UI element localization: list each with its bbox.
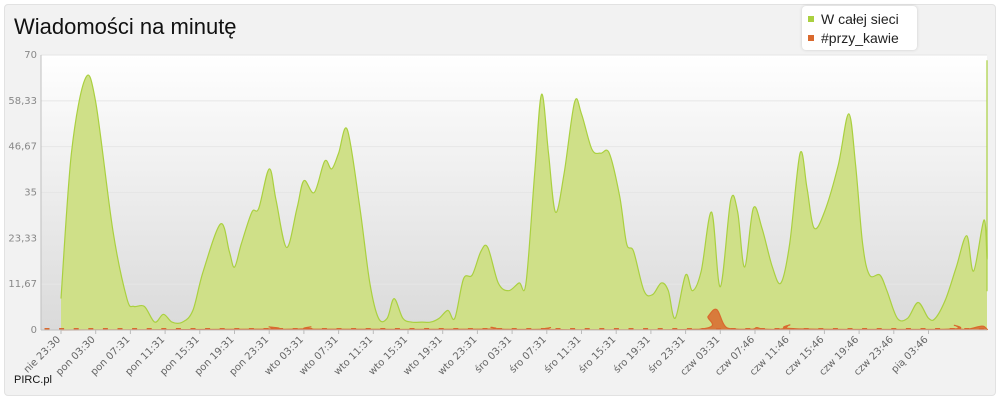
channel-point (44, 328, 50, 330)
channel-point (321, 328, 327, 330)
channel-point (336, 328, 342, 330)
channel-point (672, 328, 678, 330)
channel-point (409, 328, 415, 330)
chart-title: Wiadomości na minutę (14, 14, 237, 39)
channel-point (292, 328, 298, 330)
channel-point (497, 328, 503, 330)
channel-point (876, 328, 882, 330)
channel-point (205, 328, 211, 330)
channel-point (467, 328, 473, 330)
channel-point (613, 328, 619, 330)
channel-point (686, 328, 692, 330)
channel-point (161, 328, 167, 330)
channel-point (248, 328, 254, 330)
channel-point (453, 328, 459, 330)
channel-point (862, 328, 868, 330)
channel-point (219, 328, 225, 330)
channel-point (949, 328, 955, 330)
channel-point (424, 328, 430, 330)
channel-point (905, 328, 911, 330)
channel-point (584, 328, 590, 330)
channel-point (891, 328, 897, 330)
channel-point (964, 328, 970, 330)
channel-point (789, 328, 795, 330)
y-tick-label: 11,67 (8, 279, 37, 290)
channel-point (511, 328, 517, 330)
channel-point (730, 328, 736, 330)
channel-point (482, 328, 488, 330)
legend-item-network[interactable]: W całej sieci (808, 11, 899, 27)
channel-point (818, 328, 824, 330)
channel-point (132, 328, 138, 330)
channel-point (657, 328, 663, 330)
channel-point (803, 328, 809, 330)
channel-point (774, 328, 780, 330)
legend-swatch-network (808, 16, 814, 22)
channel-point (175, 328, 181, 330)
channel-point (307, 328, 313, 330)
channel-point (599, 328, 605, 330)
channel-point (234, 328, 240, 330)
channel-point (263, 328, 269, 330)
legend-label-network: W całej sieci (821, 11, 899, 27)
legend: W całej sieci #przy_kawie (802, 6, 917, 50)
channel-point (832, 328, 838, 330)
channel-point (978, 328, 984, 330)
channel-point (278, 328, 284, 330)
series-line-network (60, 60, 988, 324)
channel-point (570, 328, 576, 330)
channel-point (438, 328, 444, 330)
channel-point (146, 328, 152, 330)
channel-point (73, 328, 79, 330)
y-tick-label: 35 (24, 188, 37, 199)
channel-point (394, 328, 400, 330)
y-tick-label: 58,33 (8, 96, 37, 107)
channel-point (935, 328, 941, 330)
channel-point (365, 328, 371, 330)
channel-point (380, 328, 386, 330)
channel-point (701, 328, 707, 330)
site-credit[interactable]: PIRC.pl (14, 374, 52, 386)
channel-point (526, 328, 532, 330)
channel-point (847, 328, 853, 330)
channel-point (643, 328, 649, 330)
legend-label-channel: #przy_kawie (821, 30, 899, 46)
channel-point (745, 328, 751, 330)
channel-point (759, 328, 765, 330)
series-line-channel (60, 308, 988, 331)
series-area-network (61, 60, 988, 331)
channel-point (628, 328, 634, 330)
legend-item-channel[interactable]: #przy_kawie (808, 30, 899, 46)
channel-point (540, 328, 546, 330)
channel-point (117, 328, 123, 330)
channel-point (351, 328, 357, 330)
y-tick-label: 23,33 (8, 233, 37, 244)
channel-point (190, 328, 196, 330)
channel-point (716, 328, 722, 330)
x-tick-label: pią 03:46 (889, 334, 930, 375)
channel-point (88, 328, 94, 330)
channel-point (59, 328, 65, 330)
y-tick-label: 70 (24, 50, 37, 61)
legend-swatch-channel (808, 35, 814, 41)
y-tick-label: 46,67 (8, 142, 37, 153)
channel-point (920, 328, 926, 330)
channel-point (555, 328, 561, 330)
y-tick-label: 0 (31, 325, 37, 336)
channel-point (102, 328, 108, 330)
